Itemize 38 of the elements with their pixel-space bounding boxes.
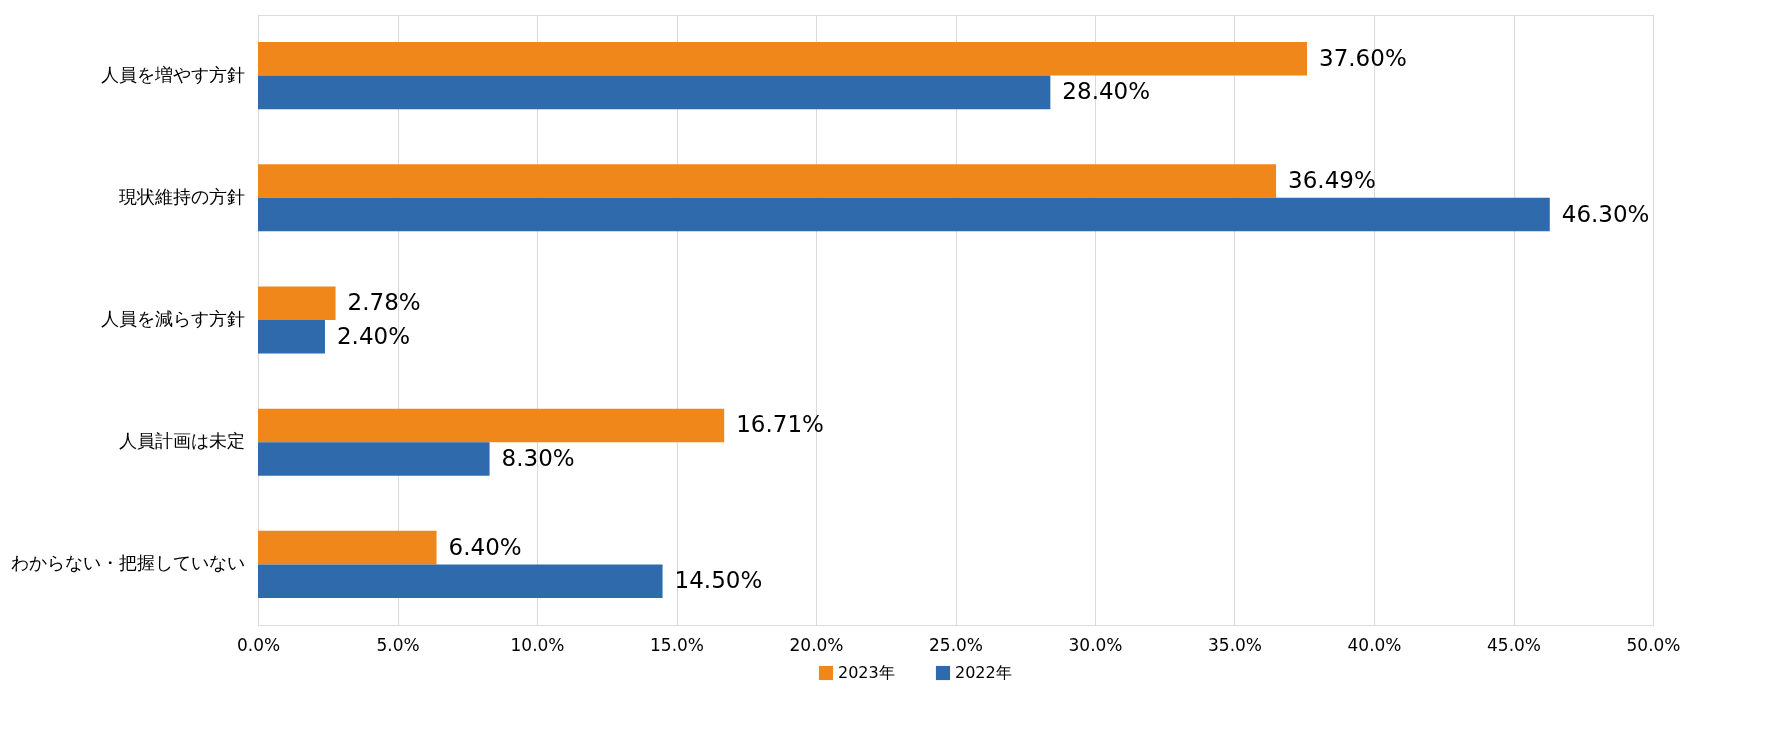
legend-label: 2023年 — [838, 663, 895, 682]
y-tick-label: 人員を増やす方針 — [100, 63, 245, 85]
bar — [258, 286, 336, 320]
x-tick-label: 5.0% — [376, 634, 420, 655]
data-label: 28.40% — [1062, 78, 1151, 105]
data-label: 37.60% — [1319, 44, 1407, 71]
data-label: 8.30% — [501, 445, 575, 472]
bar — [258, 41, 1308, 76]
data-label: 14.50% — [674, 567, 763, 594]
bar — [258, 442, 490, 476]
bar — [258, 164, 1277, 198]
x-tick-label: 35.0% — [1207, 634, 1263, 655]
x-tick-label: 25.0% — [928, 634, 984, 655]
y-tick-label: わからない・把握していない — [10, 552, 245, 574]
x-tick-label: 40.0% — [1347, 634, 1402, 655]
bar — [258, 75, 1051, 110]
data-label: 36.49% — [1288, 166, 1376, 193]
x-tick-label: 15.0% — [649, 634, 705, 655]
data-label: 2.78% — [347, 289, 421, 316]
data-label: 6.40% — [448, 533, 522, 560]
data-label: 16.71% — [736, 411, 824, 438]
bar — [258, 408, 725, 443]
x-tick-label: 0.0% — [236, 634, 281, 655]
y-tick-label: 人員計画は未定 — [118, 430, 245, 452]
bar — [258, 530, 437, 565]
bar — [258, 564, 663, 599]
bar — [258, 320, 325, 354]
x-tick-label: 10.0% — [510, 634, 565, 655]
x-tick-label: 30.0% — [1068, 634, 1123, 655]
legend-label: 2022年 — [955, 663, 1012, 682]
x-tick-label: 45.0% — [1486, 634, 1542, 655]
bar — [258, 197, 1550, 232]
x-tick-label: 50.0% — [1626, 634, 1681, 655]
data-label: 46.30% — [1561, 200, 1650, 227]
y-tick-label: 現状維持の方針 — [118, 185, 245, 207]
y-tick-label: 人員を減らす方針 — [100, 308, 245, 329]
x-tick-label: 20.0% — [789, 634, 844, 655]
data-label: 2.40% — [336, 322, 411, 349]
